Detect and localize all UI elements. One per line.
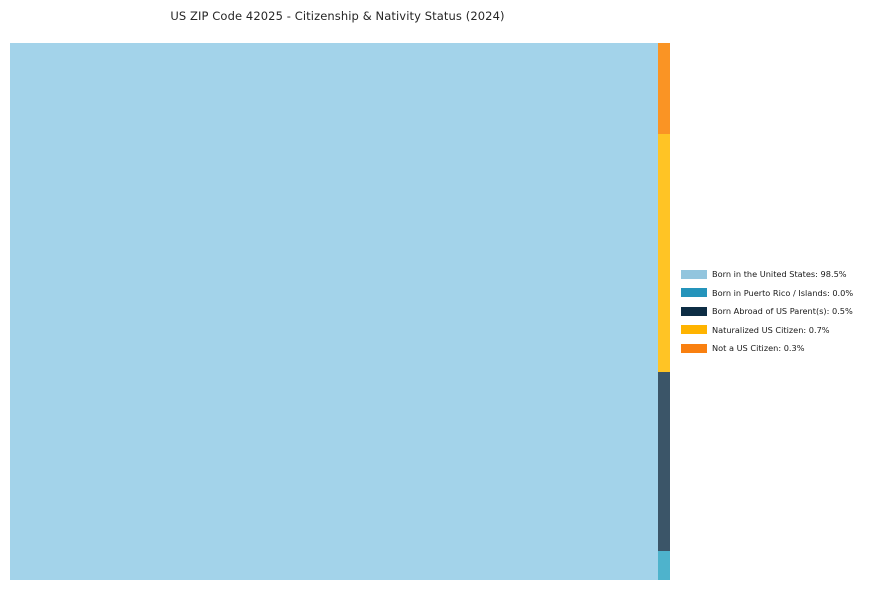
page-title: US ZIP Code 42025 - Citizenship & Nativi… — [170, 9, 505, 23]
treemap-tile-born-in-the-united-states[interactable] — [10, 43, 658, 580]
legend-item-label: Born Abroad of US Parent(s): 0.5% — [712, 306, 853, 317]
legend-item-label: Not a US Citizen: 0.3% — [712, 343, 805, 354]
legend-item-naturalized-us-citizen[interactable]: Naturalized US Citizen: 0.7% — [681, 321, 881, 340]
legend-swatch-icon — [681, 343, 707, 353]
legend-swatch-icon — [681, 306, 707, 316]
treemap-tile-born-abroad-of-us-parents[interactable] — [658, 372, 670, 551]
legend-swatch-icon — [681, 325, 707, 335]
legend-item-born-in-the-united-states[interactable]: Born in the United States: 98.5% — [681, 265, 881, 284]
legend-swatch-icon — [681, 288, 707, 298]
legend-item-born-abroad-of-us-parents[interactable]: Born Abroad of US Parent(s): 0.5% — [681, 302, 881, 321]
legend-item-born-in-puerto-rico-islands[interactable]: Born in Puerto Rico / Islands: 0.0% — [681, 284, 881, 303]
treemap-tile-born-in-puerto-rico-islands[interactable] — [658, 551, 670, 580]
chart-legend: Born in the United States: 98.5% Born in… — [681, 265, 881, 358]
treemap-tile-naturalized-us-citizen[interactable] — [658, 134, 670, 372]
treemap-tile-not-a-us-citizen[interactable] — [658, 43, 670, 134]
legend-swatch-icon — [681, 269, 707, 279]
legend-item-label: Born in Puerto Rico / Islands: 0.0% — [712, 287, 854, 298]
legend-item-not-a-us-citizen[interactable]: Not a US Citizen: 0.3% — [681, 339, 881, 358]
treemap-plot-area — [10, 43, 670, 580]
legend-item-label: Naturalized US Citizen: 0.7% — [712, 324, 830, 335]
legend-item-label: Born in the United States: 98.5% — [712, 269, 847, 280]
